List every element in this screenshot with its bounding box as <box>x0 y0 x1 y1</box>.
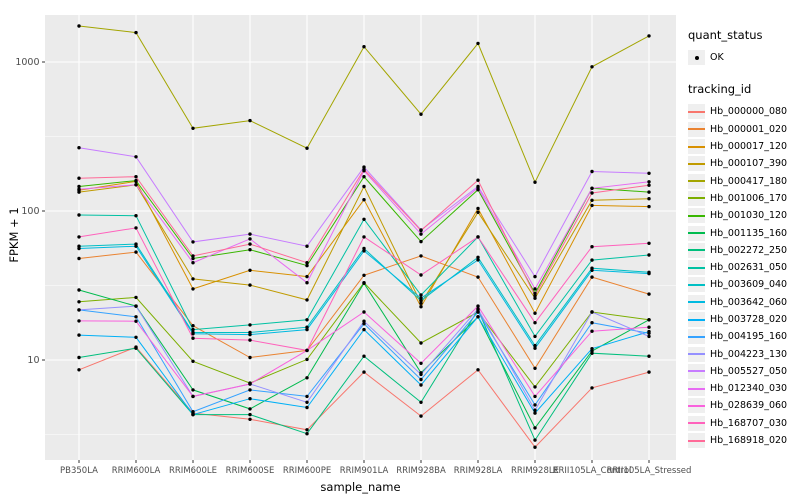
legend-item: Hb_168918_020 <box>688 432 787 449</box>
line-key-icon <box>688 433 705 449</box>
legend-item: Hb_000001_020 <box>688 121 787 138</box>
line-key-icon <box>688 363 705 379</box>
legend-label: Hb_028639_060 <box>710 400 788 412</box>
legend-label: Hb_168707_030 <box>710 417 788 429</box>
line-key-icon <box>688 329 705 345</box>
svg-text:100: 100 <box>21 206 39 217</box>
svg-text:1000: 1000 <box>15 57 39 68</box>
legend-label: Hb_004223_130 <box>710 348 788 360</box>
legend-label: OK <box>710 52 724 64</box>
svg-text:10: 10 <box>27 355 39 366</box>
line-key-icon <box>688 190 705 206</box>
line-key-icon <box>688 104 705 120</box>
legend-label: Hb_003728_020 <box>710 314 788 325</box>
legend-label: Hb_168918_020 <box>710 435 788 447</box>
legend-item: Hb_003609_040 <box>688 276 787 293</box>
legend-item: Hb_001135_160 <box>688 224 787 241</box>
svg-text:PB350LA: PB350LA <box>60 466 98 476</box>
legend-label: Hb_002631_050 <box>710 262 788 274</box>
legend-item: Hb_001030_120 <box>688 207 787 224</box>
line-key-icon <box>688 294 705 310</box>
legend-label: Hb_012340_030 <box>710 383 788 395</box>
line-key-icon <box>688 260 705 276</box>
legend-item: Hb_000017_120 <box>688 138 787 155</box>
svg-text:RRIM928LA: RRIM928LA <box>454 466 503 476</box>
legend-label: Hb_005527_050 <box>710 365 788 377</box>
legend-label: Hb_001030_120 <box>710 210 788 222</box>
line-key-icon <box>688 242 705 258</box>
legend-item: Hb_000000_080 <box>688 103 787 120</box>
legend-item: Hb_001006_170 <box>688 190 787 207</box>
svg-text:RRIM600LA: RRIM600LA <box>112 466 161 476</box>
point-key-icon <box>688 50 705 66</box>
legend-item: Hb_028639_060 <box>688 397 787 414</box>
line-key-icon <box>688 225 705 241</box>
legend-label: Hb_000001_020 <box>710 123 788 135</box>
x-axis-title: sample_name <box>320 480 401 494</box>
svg-text:RRIM928LE: RRIM928LE <box>511 466 559 476</box>
legend-label: Hb_000000_080 <box>710 106 788 118</box>
svg-text:RRIM600PE: RRIM600PE <box>283 466 331 476</box>
legend-title-tracking-id: tracking_id <box>688 82 752 97</box>
svg-text:RRII105LA_Stressed: RRII105LA_Stressed <box>607 466 692 476</box>
line-key-icon <box>688 139 705 155</box>
svg-text:RRIM928BA: RRIM928BA <box>396 466 446 476</box>
legend-item: Hb_002272_250 <box>688 242 787 259</box>
legend-item: Hb_012340_030 <box>688 380 787 397</box>
legend-label: Hb_001135_160 <box>710 227 788 239</box>
legend-label: Hb_000107_390 <box>710 158 788 170</box>
line-key-icon <box>688 121 705 137</box>
legend: quant_status OK tracking_id Hb_000000_08… <box>688 28 787 449</box>
legend-item: Hb_004195_160 <box>688 328 787 345</box>
legend-item-ok: OK <box>688 49 787 66</box>
legend-item: Hb_003642_060 <box>688 294 787 311</box>
line-key-icon <box>688 173 705 189</box>
line-key-icon <box>688 381 705 397</box>
legend-title-quant-status: quant_status <box>688 28 763 42</box>
legend-label: Hb_002272_250 <box>710 244 788 256</box>
legend-label: Hb_004195_160 <box>710 331 788 343</box>
line-key-icon <box>688 312 705 327</box>
legend-label: Hb_003642_060 <box>710 296 788 308</box>
legend-label: Hb_000017_120 <box>710 141 788 153</box>
line-key-icon <box>688 208 705 224</box>
tracking-id-legend-entries: Hb_000000_080 Hb_000001_020 Hb_000017_120 H… <box>688 103 787 449</box>
svg-text:RRII105LA_Control: RRII105LA_Control <box>553 466 632 476</box>
line-key-icon <box>688 277 705 293</box>
legend-label: Hb_003609_040 <box>710 279 788 291</box>
svg-text:RRIM600LE: RRIM600LE <box>169 466 217 476</box>
line-key-icon <box>688 156 705 172</box>
line-key-icon <box>688 346 705 362</box>
legend-item: Hb_005527_050 <box>688 363 787 380</box>
y-axis-title: FPKM + 1 <box>7 207 21 263</box>
line-key-icon <box>688 398 705 414</box>
legend-item: Hb_004223_130 <box>688 345 787 362</box>
legend-item: Hb_000417_180 <box>688 172 787 189</box>
legend-item: Hb_003728_020 <box>688 311 787 328</box>
legend-item: Hb_002631_050 <box>688 259 787 276</box>
legend-label: Hb_000417_180 <box>710 175 788 187</box>
legend-item: Hb_000107_390 <box>688 155 787 172</box>
line-key-icon <box>688 415 705 431</box>
svg-text:RRIM600SE: RRIM600SE <box>226 466 275 476</box>
legend-item: Hb_168707_030 <box>688 415 787 432</box>
svg-text:RRIM901LA: RRIM901LA <box>340 466 389 476</box>
legend-label: Hb_001006_170 <box>710 192 788 204</box>
